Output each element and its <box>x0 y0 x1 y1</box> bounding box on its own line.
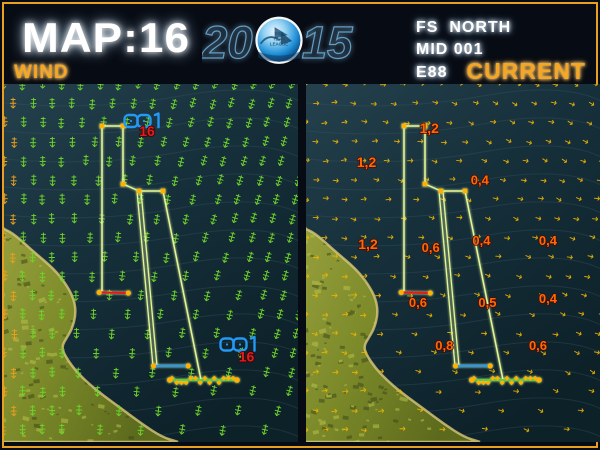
svg-text:0,5: 0,5 <box>478 295 496 310</box>
svg-text:0,6: 0,6 <box>422 240 440 255</box>
svg-text:0,4: 0,4 <box>539 291 558 306</box>
svg-text:LEAGUE: LEAGUE <box>270 42 288 47</box>
svg-text:1,2: 1,2 <box>357 154 377 170</box>
svg-text:TEAM: TEAM <box>273 36 286 41</box>
svg-text:0,4: 0,4 <box>472 233 491 248</box>
svg-text:15: 15 <box>302 17 353 68</box>
svg-text:0,4: 0,4 <box>539 233 558 248</box>
svg-text:1,2: 1,2 <box>419 120 439 136</box>
svg-text:0,6: 0,6 <box>409 295 427 310</box>
svg-text:16: 16 <box>239 348 255 364</box>
svg-text:VSK: VSK <box>275 31 285 36</box>
svg-text:1,2: 1,2 <box>358 236 378 252</box>
svg-text:16: 16 <box>139 123 155 139</box>
svg-text:0,6: 0,6 <box>529 338 547 353</box>
svg-text:0,8: 0,8 <box>435 338 453 353</box>
svg-text:0,4: 0,4 <box>471 173 490 188</box>
